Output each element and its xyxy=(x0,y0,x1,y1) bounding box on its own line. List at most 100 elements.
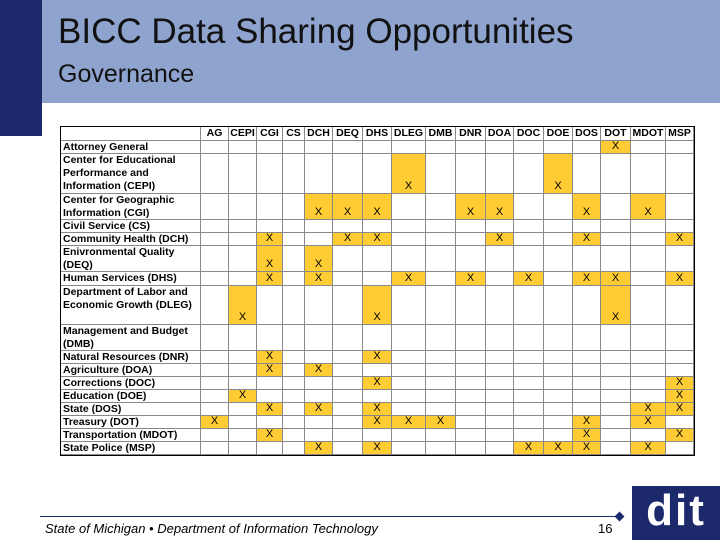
empty-cell xyxy=(666,194,694,220)
share-mark: X xyxy=(257,272,283,286)
empty-cell xyxy=(283,403,305,416)
empty-cell xyxy=(486,154,514,194)
empty-cell xyxy=(283,429,305,442)
empty-cell xyxy=(229,154,257,194)
empty-cell xyxy=(456,246,486,272)
empty-cell xyxy=(514,233,544,246)
label-line: Community Health (DCH) xyxy=(63,233,189,245)
label-line: Management and Budget xyxy=(63,325,188,337)
column-header: CS xyxy=(283,127,305,141)
empty-cell xyxy=(514,194,544,220)
empty-cell xyxy=(514,220,544,233)
empty-cell xyxy=(229,141,257,154)
column-header: DLEG xyxy=(392,127,426,141)
empty-cell xyxy=(257,390,283,403)
column-header: AG xyxy=(201,127,229,141)
label-line: Information (CEPI) xyxy=(63,180,156,192)
empty-cell xyxy=(426,154,456,194)
empty-cell xyxy=(601,351,631,364)
empty-cell xyxy=(201,220,229,233)
empty-cell xyxy=(666,220,694,233)
title: BICC Data Sharing Opportunities xyxy=(58,12,574,51)
empty-cell xyxy=(456,351,486,364)
empty-cell xyxy=(201,194,229,220)
empty-cell xyxy=(283,364,305,377)
share-mark: X xyxy=(666,232,694,246)
label-line: Natural Resources (DNR) xyxy=(63,351,189,363)
empty-cell xyxy=(456,220,486,233)
empty-cell xyxy=(333,220,363,233)
empty-cell xyxy=(486,325,514,351)
empty-cell xyxy=(514,390,544,403)
share-mark: X xyxy=(305,402,333,416)
row-label: Natural Resources (DNR) xyxy=(61,351,201,364)
label-line: Transportation (MDOT) xyxy=(63,429,178,441)
share-mark: X xyxy=(201,415,229,429)
empty-cell xyxy=(573,325,601,351)
empty-cell xyxy=(333,325,363,351)
empty-cell xyxy=(392,429,426,442)
empty-cell xyxy=(544,351,573,364)
empty-cell xyxy=(601,403,631,416)
share-mark: X xyxy=(305,441,333,455)
empty-cell xyxy=(283,246,305,272)
empty-cell xyxy=(426,429,456,442)
column-header: MDOT xyxy=(631,127,666,141)
share-mark: X xyxy=(333,232,363,246)
label-line: Department of Labor and xyxy=(63,286,188,298)
empty-cell xyxy=(631,233,666,246)
empty-cell xyxy=(426,390,456,403)
empty-cell xyxy=(514,325,544,351)
empty-cell xyxy=(333,416,363,429)
empty-cell xyxy=(456,141,486,154)
row-label: Education (DOE) xyxy=(61,390,201,403)
empty-cell xyxy=(486,286,514,325)
share-mark: X xyxy=(486,232,514,246)
empty-cell xyxy=(514,286,544,325)
empty-cell xyxy=(363,246,392,272)
empty-cell xyxy=(305,154,333,194)
empty-cell xyxy=(201,403,229,416)
empty-cell xyxy=(333,442,363,455)
empty-cell xyxy=(257,141,283,154)
empty-cell xyxy=(486,246,514,272)
share-mark: X xyxy=(257,232,283,246)
empty-cell xyxy=(283,351,305,364)
empty-cell xyxy=(283,377,305,390)
empty-cell xyxy=(631,351,666,364)
row-label: State (DOS) xyxy=(61,403,201,416)
share-mark: X xyxy=(573,428,601,442)
left-bar xyxy=(0,0,42,136)
empty-cell xyxy=(201,390,229,403)
empty-cell xyxy=(283,390,305,403)
empty-cell xyxy=(283,416,305,429)
label-line: Information (CGI) xyxy=(63,207,150,219)
empty-cell xyxy=(544,377,573,390)
empty-cell xyxy=(201,325,229,351)
empty-cell xyxy=(363,364,392,377)
share-mark: X xyxy=(666,389,694,403)
empty-cell xyxy=(229,351,257,364)
column-header: DEQ xyxy=(333,127,363,141)
empty-cell xyxy=(666,351,694,364)
share-mark: X xyxy=(631,402,666,416)
column-header: MSP xyxy=(666,127,694,141)
label-line: Center for Educational xyxy=(63,154,176,166)
empty-cell xyxy=(544,416,573,429)
share-mark: X xyxy=(456,194,486,220)
share-mark: X xyxy=(257,350,283,364)
empty-cell xyxy=(392,141,426,154)
empty-cell xyxy=(631,220,666,233)
empty-cell xyxy=(283,442,305,455)
share-mark: X xyxy=(486,194,514,220)
label-line: Agriculture (DOA) xyxy=(63,364,153,376)
empty-cell xyxy=(257,442,283,455)
footer-rule xyxy=(40,516,620,517)
empty-cell xyxy=(363,325,392,351)
row-label: Civil Service (CS) xyxy=(61,220,201,233)
empty-cell xyxy=(363,154,392,194)
column-header: DOT xyxy=(601,127,631,141)
empty-cell xyxy=(201,429,229,442)
empty-cell xyxy=(631,141,666,154)
empty-cell xyxy=(544,403,573,416)
